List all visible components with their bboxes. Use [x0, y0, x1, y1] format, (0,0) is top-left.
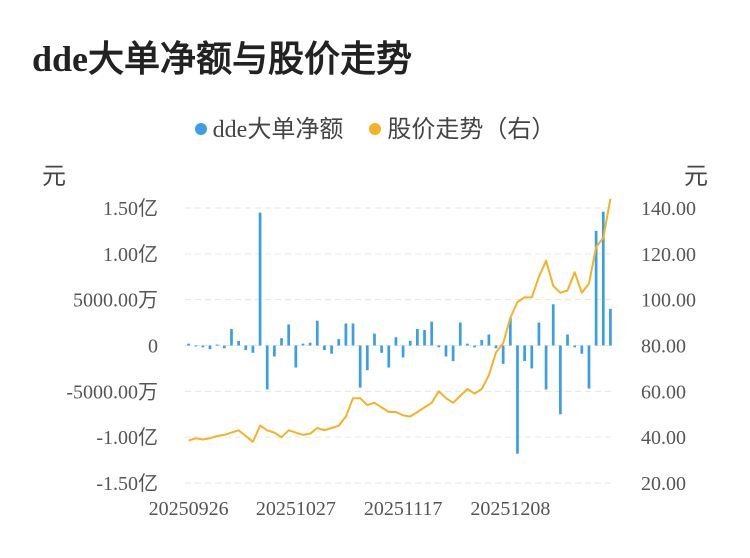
dde-bar: [358, 345, 362, 388]
dde-bar: [494, 345, 498, 349]
legend-label-dde: dde大单净额: [212, 117, 344, 143]
dde-bar: [401, 345, 405, 358]
dde-bar: [387, 345, 391, 368]
dde-bar: [408, 340, 412, 346]
dde-bar: [473, 345, 476, 348]
right-axis-unit: 元: [684, 164, 708, 190]
left-tick-label: -5000.00万: [66, 381, 158, 403]
dde-bar: [330, 345, 333, 354]
dde-bar: [194, 345, 198, 347]
dde-bar: [187, 343, 190, 346]
dde-bar: [551, 304, 555, 346]
dde-bar: [294, 345, 298, 368]
dde-bar: [566, 334, 569, 346]
dde-bar: [523, 345, 526, 362]
right-tick-label: 20.00: [641, 473, 686, 495]
dde-bar: [423, 329, 426, 346]
left-axis-unit: 元: [42, 164, 66, 190]
chart-legend: dde大单净额 股价走势（右）: [0, 109, 750, 144]
dde-bar: [587, 345, 591, 389]
x-tick-label: 20250926: [149, 498, 229, 520]
page-title: dde大单净额与股价走势: [32, 39, 413, 79]
left-tick-label: 1.50亿: [103, 197, 158, 220]
price-line: [188, 198, 612, 443]
dde-bar: [437, 345, 441, 348]
dde-bar: [215, 344, 219, 346]
dde-bar: [451, 345, 455, 362]
dde-bar: [244, 345, 248, 351]
dde-bar: [273, 345, 276, 357]
right-tick-label: 100.00: [641, 290, 696, 312]
dde-bar: [487, 334, 491, 346]
dde-bar: [265, 345, 269, 390]
dde-bar: [480, 340, 484, 346]
dde-bar: [258, 212, 262, 346]
dde-bar: [323, 345, 326, 351]
dde-bar: [516, 345, 519, 454]
dde-bar: [315, 320, 319, 346]
dde-bar: [573, 345, 577, 348]
right-tick-label: 60.00: [641, 381, 686, 403]
right-tick-label: 120.00: [641, 244, 696, 266]
dde-bar: [380, 345, 383, 353]
dde-bar: [230, 329, 233, 346]
legend-item-price[interactable]: 股价走势（右）: [369, 109, 555, 144]
dde-bar: [337, 339, 341, 346]
left-tick-label: 5000.00万: [73, 290, 158, 312]
dde-bar: [458, 322, 462, 346]
x-tick-label: 20251208: [470, 498, 550, 520]
dde-bar: [394, 337, 398, 346]
dde-bar: [344, 323, 348, 346]
right-tick-label: 40.00: [641, 427, 686, 449]
dde-bar: [444, 345, 448, 357]
dde-bar: [365, 345, 369, 371]
dde-bar: [301, 343, 305, 346]
legend-dot-price: [369, 123, 382, 136]
legend-label-price: 股价走势（右）: [387, 117, 556, 143]
left-tick-label: 1.00亿: [103, 243, 158, 266]
dde-bar: [373, 333, 376, 346]
legend-item-dde[interactable]: dde大单净额: [194, 109, 344, 144]
dde-bar: [237, 340, 240, 346]
left-tick-label: -1.50亿: [96, 472, 158, 495]
right-tick-label: 140.00: [641, 198, 696, 220]
legend-dot-dde: [194, 123, 207, 136]
dde-bar: [308, 342, 312, 346]
dde-bar: [351, 323, 355, 346]
dde-bar: [466, 343, 469, 346]
x-tick-label: 20251117: [364, 498, 443, 520]
dde-bar: [222, 345, 226, 349]
dde-bar: [537, 322, 541, 346]
dde-bar: [430, 321, 434, 346]
dde-bar: [416, 329, 419, 346]
dde-bar: [559, 345, 562, 415]
dde-bar: [530, 345, 534, 369]
dde-bar: [280, 338, 283, 346]
dde-bar: [208, 345, 212, 350]
x-tick-label: 20251027: [256, 498, 336, 520]
dde-bar: [580, 345, 584, 354]
dde-bar: [251, 345, 255, 353]
dde-bar: [287, 324, 291, 346]
dde-bar: [594, 230, 598, 346]
dde-bar: [544, 345, 548, 390]
dde-bar: [501, 345, 505, 364]
dde-bar: [609, 308, 612, 346]
right-tick-label: 80.00: [641, 336, 686, 358]
dde-bar: [201, 345, 205, 348]
left-tick-label: -1.00亿: [96, 426, 158, 449]
dde-bar: [508, 318, 512, 346]
dde-bar: [601, 211, 605, 346]
left-tick-label: 0: [148, 336, 158, 358]
